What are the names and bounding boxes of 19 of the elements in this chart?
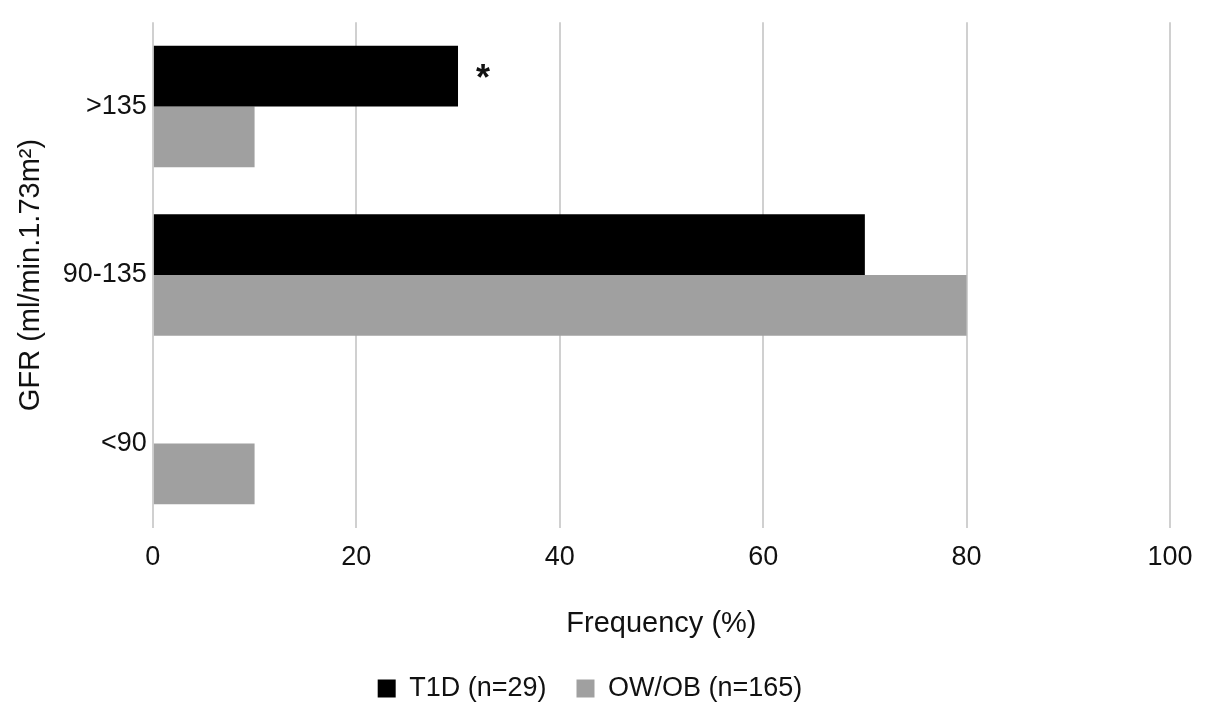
- bar: [153, 443, 255, 505]
- x-axis-title: Frequency (%): [566, 605, 757, 638]
- y-tick-label: >135: [86, 89, 147, 120]
- x-tick-label: 80: [951, 541, 982, 572]
- x-tick-label: 20: [341, 541, 372, 572]
- bar: [153, 214, 865, 275]
- x-tick-label: 60: [748, 541, 779, 572]
- legend-label: OW/OB (n=165): [608, 671, 803, 702]
- bar: [153, 106, 255, 168]
- y-tick-label: 90-135: [62, 258, 147, 289]
- bar: [153, 275, 967, 336]
- legend-label: T1D (n=29): [409, 671, 547, 702]
- annotation: *: [476, 57, 491, 99]
- x-tick-label: 100: [1147, 541, 1193, 572]
- x-tick-label: 40: [544, 541, 575, 572]
- bar: [153, 45, 459, 107]
- y-axis-title: GFR (ml/min.1.73m²): [13, 138, 46, 412]
- x-tick-label: 0: [145, 541, 161, 572]
- y-tick-label: <90: [101, 426, 147, 457]
